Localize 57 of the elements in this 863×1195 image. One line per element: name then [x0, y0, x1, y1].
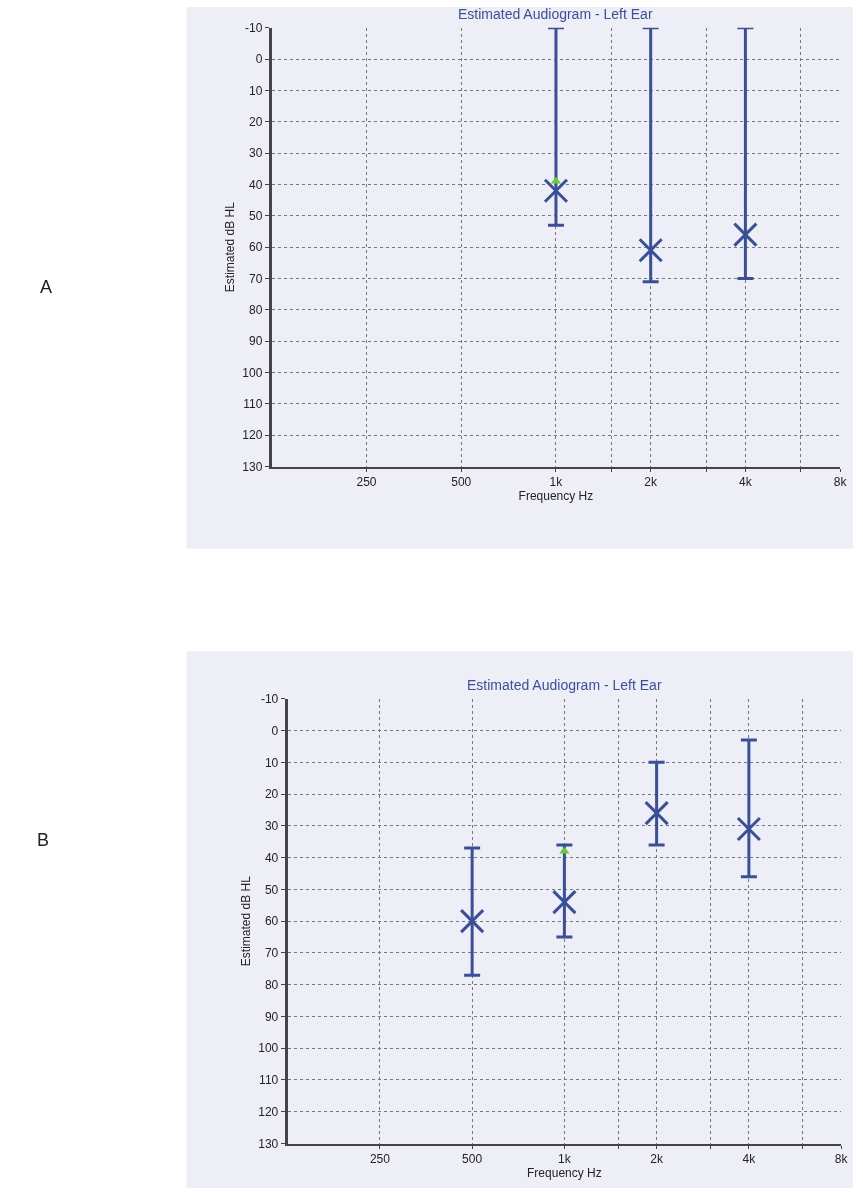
- x-tick-label: 500: [451, 474, 472, 489]
- x-tick-label: 2k: [650, 1151, 664, 1166]
- x-tick-label: 2k: [644, 474, 659, 489]
- y-tick-label: 60: [264, 914, 279, 929]
- y-tick-label: 90: [264, 1009, 279, 1024]
- x-tick-label: 1k: [549, 474, 564, 489]
- x-tick-label: 1k: [558, 1151, 572, 1166]
- y-tick-label: 0: [255, 52, 263, 67]
- y-tick-label: 80: [249, 303, 263, 318]
- x-tick-label: 500: [462, 1151, 483, 1166]
- point: [732, 222, 758, 248]
- text: B: [37, 830, 50, 850]
- y-tick-label: 40: [264, 850, 279, 865]
- y-tick-label: 130: [258, 1136, 279, 1151]
- point: [736, 816, 762, 842]
- y-tick-label: 30: [249, 146, 263, 161]
- y-tick-label: 60: [249, 240, 263, 255]
- x-tick-label: 250: [356, 474, 377, 489]
- point: [551, 889, 577, 915]
- y-tick-label: 20: [249, 114, 263, 129]
- x-tick-label: 8k: [833, 474, 848, 489]
- y-tick-label: 50: [264, 882, 279, 897]
- x-tick-label: 4k: [742, 1151, 757, 1166]
- point: [459, 908, 485, 934]
- text: A: [40, 277, 53, 297]
- y-tick-label: 70: [264, 946, 279, 961]
- y-tick-label: 80: [264, 977, 279, 992]
- y-tick-label: -10: [245, 20, 263, 35]
- point: [543, 178, 569, 204]
- y-tick-label: 100: [258, 1041, 279, 1056]
- chart-title: Estimated Audiogram - Left Ear: [467, 677, 662, 693]
- y-tick-label: -10: [260, 692, 279, 706]
- point: [644, 800, 670, 826]
- y-tick-label: 120: [258, 1104, 279, 1119]
- y-tick-label: 110: [259, 1073, 279, 1088]
- y-tick-label: 50: [249, 209, 263, 224]
- y-tick-label: 10: [249, 83, 263, 98]
- y-tick-label: 110: [243, 397, 263, 412]
- y-tick-label: 100: [242, 365, 263, 380]
- y-tick-label: 20: [264, 787, 279, 802]
- x-axis-title: Frequency Hz: [518, 489, 594, 504]
- y-tick-label: 40: [249, 177, 263, 192]
- x-tick-label: 8k: [834, 1151, 849, 1166]
- y-tick-label: 90: [249, 334, 263, 349]
- point: [638, 237, 664, 263]
- x-axis-title: Frequency Hz: [527, 1166, 602, 1181]
- y-tick-label: 120: [242, 428, 263, 443]
- y-axis-title: Estimated dB HL: [222, 201, 237, 293]
- y-tick-label: 130: [242, 459, 263, 474]
- y-tick-label: 10: [264, 755, 279, 770]
- x-tick-label: 4k: [739, 474, 753, 489]
- chart-title: Estimated Audiogram - Left Ear: [458, 6, 653, 22]
- y-axis-title: Estimated dB HL: [238, 875, 253, 967]
- y-tick-label: 70: [249, 271, 263, 286]
- x-tick-label: 250: [369, 1151, 391, 1166]
- y-tick-label: 0: [271, 723, 279, 738]
- y-tick-label: 30: [264, 819, 279, 834]
